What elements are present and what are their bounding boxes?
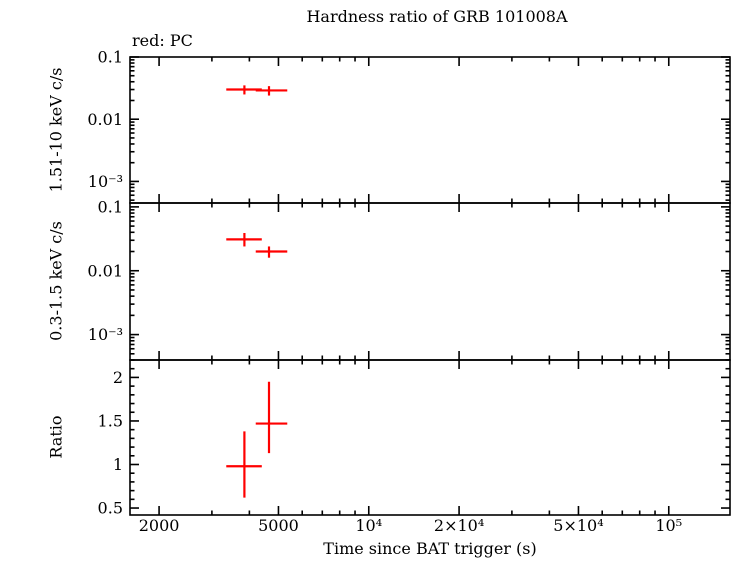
ylabel-soft-band: 0.3-1.5 keV c/s [46,221,66,341]
svg-text:0.1: 0.1 [98,197,123,216]
svg-text:0.5: 0.5 [98,499,123,518]
svg-text:10⁻³: 10⁻³ [88,325,123,344]
svg-text:10⁵: 10⁵ [655,516,682,535]
chart-title: Hardness ratio of GRB 101008A [306,7,568,26]
svg-text:2000: 2000 [139,516,180,535]
ylabel-ratio: Ratio [46,415,66,459]
svg-text:2: 2 [113,368,123,387]
svg-text:10⁻³: 10⁻³ [88,172,123,191]
svg-text:5×10⁴: 5×10⁴ [553,516,603,535]
panel-soft-rate: 0.1 0.01 10⁻³ [87,197,731,361]
ylabel-hard-band: 1.51-10 keV c/s [46,67,66,193]
svg-text:10⁴: 10⁴ [355,516,382,535]
svg-text:1.5: 1.5 [98,412,123,431]
x-axis-tick-labels: 2000 5000 10⁴ 2×10⁴ 5×10⁴ 10⁵ [139,516,682,535]
svg-text:2×10⁴: 2×10⁴ [434,516,484,535]
panel-hard-rate: 0.1 0.01 10⁻³ [87,48,731,204]
mode-legend: red: PC [132,31,193,50]
panel-ratio: 2 1.5 1 0.5 [98,359,731,518]
svg-text:0.01: 0.01 [87,110,123,129]
x-axis-label: Time since BAT trigger (s) [323,539,537,558]
svg-text:5000: 5000 [258,516,299,535]
svg-text:1: 1 [113,455,123,474]
svg-text:0.1: 0.1 [98,48,123,67]
svg-text:0.01: 0.01 [87,261,123,280]
